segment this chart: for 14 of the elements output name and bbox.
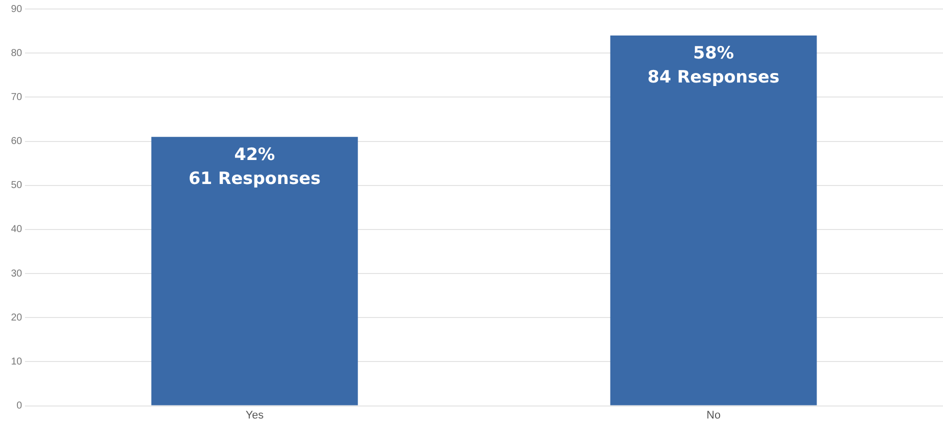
data-label: 42% 61 Responses bbox=[188, 144, 321, 189]
y-tick-label: 10 bbox=[11, 356, 23, 368]
data-label: 58% 84 Responses bbox=[648, 43, 780, 88]
y-tick-label: 60 bbox=[11, 136, 23, 148]
y-tick-label: 70 bbox=[11, 92, 23, 103]
x-tick-label: Yes bbox=[246, 409, 264, 422]
y-tick-label: 80 bbox=[11, 48, 23, 59]
y-tick-label: 0 bbox=[16, 400, 23, 412]
y-tick-label: 30 bbox=[11, 268, 23, 280]
y-tick-label: 50 bbox=[11, 180, 23, 192]
y-tick-label: 90 bbox=[11, 4, 23, 15]
y-tick-label: 40 bbox=[11, 224, 23, 236]
x-tick-label: No bbox=[706, 409, 721, 422]
y-tick-label: 20 bbox=[11, 312, 23, 324]
